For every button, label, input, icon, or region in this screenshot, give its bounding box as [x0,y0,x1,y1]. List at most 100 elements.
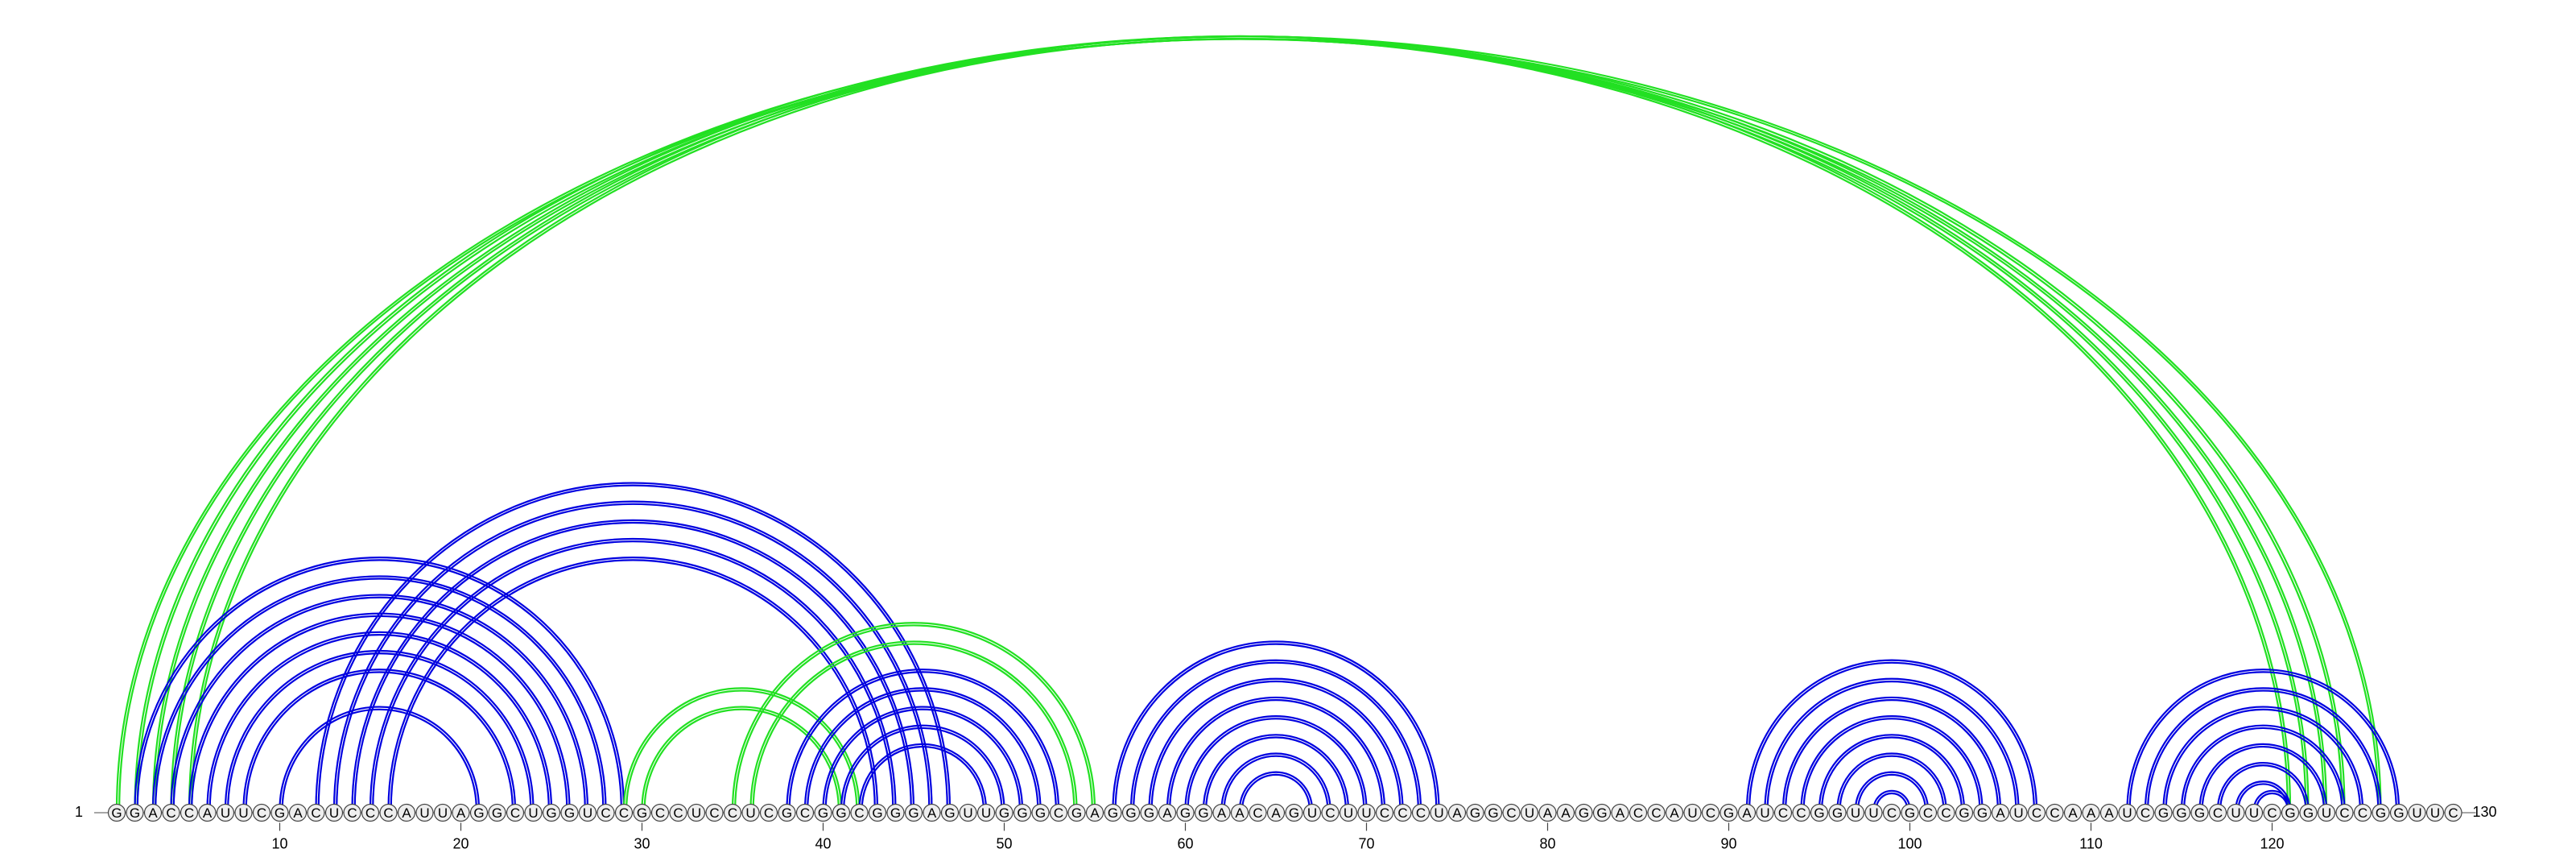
nucleotide-letter-25: G [546,805,556,821]
axis-tick-label-30: 30 [634,836,650,852]
nucleotide-letter-92: U [1760,805,1769,821]
nucleotide-letter-21: G [473,805,484,821]
nucleotide-letter-115: G [2176,805,2186,821]
nucleotide-letter-63: A [1235,805,1245,821]
nucleotide-letter-105: A [1996,805,2005,821]
nucleotide-letter-117: C [2213,805,2223,821]
nucleotide-letter-97: U [1851,805,1860,821]
nucleotide-letter-119: U [2249,805,2259,821]
base-pair-arc-42-49 [860,744,987,809]
nucleotide-letter-99: C [1887,805,1897,821]
base-pair-arc-57-73 [1133,663,1418,809]
axis-tick-label-10: 10 [271,836,287,852]
nucleotide-letter-16: C [383,805,393,821]
nucleotide-letter-23: C [510,805,520,821]
base-pair-arc-96-102 [1838,753,1946,809]
nucleotide-letter-122: G [2303,805,2314,821]
nucleotide-letter-89: C [1706,805,1715,821]
base-pair-arc-91-107 [1749,663,2034,809]
nucleotide-letter-2: G [130,805,140,821]
nucleotide-letter-111: A [2104,805,2114,821]
nucleotide-letter-120: C [2267,805,2277,821]
base-pair-arc-40-51 [826,710,1020,809]
nucleotide-letter-27: U [583,805,592,821]
nucleotide-letter-126: G [2376,805,2386,821]
axis-tick-label-70: 70 [1358,836,1374,852]
base-pair-arc-56-74 [1113,641,1439,809]
base-pair-arc-4-122 [174,39,2306,809]
nucleotide-letter-8: U [238,805,248,821]
nucleotide-letter-34: C [709,805,719,821]
nucleotide-letter-116: G [2194,805,2205,821]
base-pair-arc-94-104 [1804,718,1980,809]
nucleotide-letter-51: G [1017,805,1027,821]
axis-tick-label-90: 90 [1720,836,1736,852]
nucleotide-letter-17: A [402,805,411,821]
base-pair-arc-3-123 [153,36,2326,809]
nucleotide-letter-7: U [221,805,230,821]
nucleotide-letter-130: C [2448,805,2458,821]
nucleotide-letter-58: G [1144,805,1154,821]
nucleotide-letter-42: C [854,805,864,821]
nucleotide-letter-61: G [1198,805,1208,821]
nucleotide-letter-60: G [1180,805,1191,821]
nucleotide-letter-68: C [1325,805,1335,821]
axis-tick-label-40: 40 [815,836,831,852]
nucleotide-letter-5: C [184,805,194,821]
nucleotide-letter-84: A [1616,805,1625,821]
base-pair-arc-35-55 [733,623,1095,809]
nucleotide-letter-1: G [111,805,122,821]
nucleotide-letter-75: A [1452,805,1462,821]
nucleotide-letter-18: U [419,805,429,821]
nucleotide-letter-98: U [1868,805,1878,821]
nucleotide-letter-93: C [1778,805,1788,821]
nucleotide-letter-104: G [1977,805,1988,821]
nucleotide-letter-103: G [1959,805,1969,821]
nucleotide-letter-36: U [745,805,755,821]
nucleotide-letter-90: G [1724,805,1734,821]
base-pair-arc-60-70 [1188,718,1364,809]
nucleotide-letter-28: C [601,805,610,821]
nucleotide-letter-76: G [1470,805,1480,821]
nucleotide-letter-118: U [2231,805,2240,821]
axis-tick-label-20: 20 [452,836,469,852]
nucleotide-letter-127: G [2393,805,2404,821]
position-axis: 10 20 30 40 50 60 70 80 90 100 110 120 [271,823,2284,852]
nucleotide-letter-100: G [1905,805,1915,821]
nucleotide-letter-55: A [1090,805,1100,821]
base-pair-arc-10-21 [283,710,477,809]
nucleotide-letter-66: G [1289,805,1299,821]
nucleotide-letter-85: C [1633,805,1643,821]
base-pair-arcs [117,36,2399,809]
nucleotide-letter-91: A [1742,805,1752,821]
nucleotide-letter-9: C [257,805,266,821]
base-pair-arc-40-51 [824,707,1023,809]
nucleotide-letter-101: C [1923,805,1933,821]
nucleotide-letter-15: C [365,805,375,821]
nucleotide-letter-69: U [1344,805,1353,821]
axis-tick-label-120: 120 [2260,836,2284,852]
nucleotide-letter-67: U [1307,805,1317,821]
nucleotide-letter-123: U [2322,805,2331,821]
nucleotide-letter-87: A [1670,805,1679,821]
nucleotide-letter-71: C [1380,805,1389,821]
nucleotide-letter-70: U [1361,805,1371,821]
nucleotide-letter-95: G [1814,805,1824,821]
base-pair-arc-94-104 [1802,716,1983,809]
base-pair-arc-4-122 [171,36,2309,809]
nucleotide-letter-73: C [1416,805,1426,821]
nucleotide-letter-13: U [329,805,339,821]
base-pair-arc-2-124 [138,39,2343,809]
nucleotide-letter-125: C [2358,805,2368,821]
start-position-label: 1 [75,804,83,820]
nucleotide-letter-52: G [1035,805,1046,821]
nucleotide-letter-43: G [872,805,882,821]
base-pair-arc-117-122 [2218,763,2309,809]
nucleotide-letter-6: A [203,805,213,821]
nucleotide-letter-39: C [800,805,810,821]
base-pair-arc-117-122 [2220,765,2306,809]
nucleotide-letter-35: C [728,805,737,821]
base-pair-arc-62-68 [1222,753,1331,809]
nucleotide-letter-107: C [2032,805,2041,821]
